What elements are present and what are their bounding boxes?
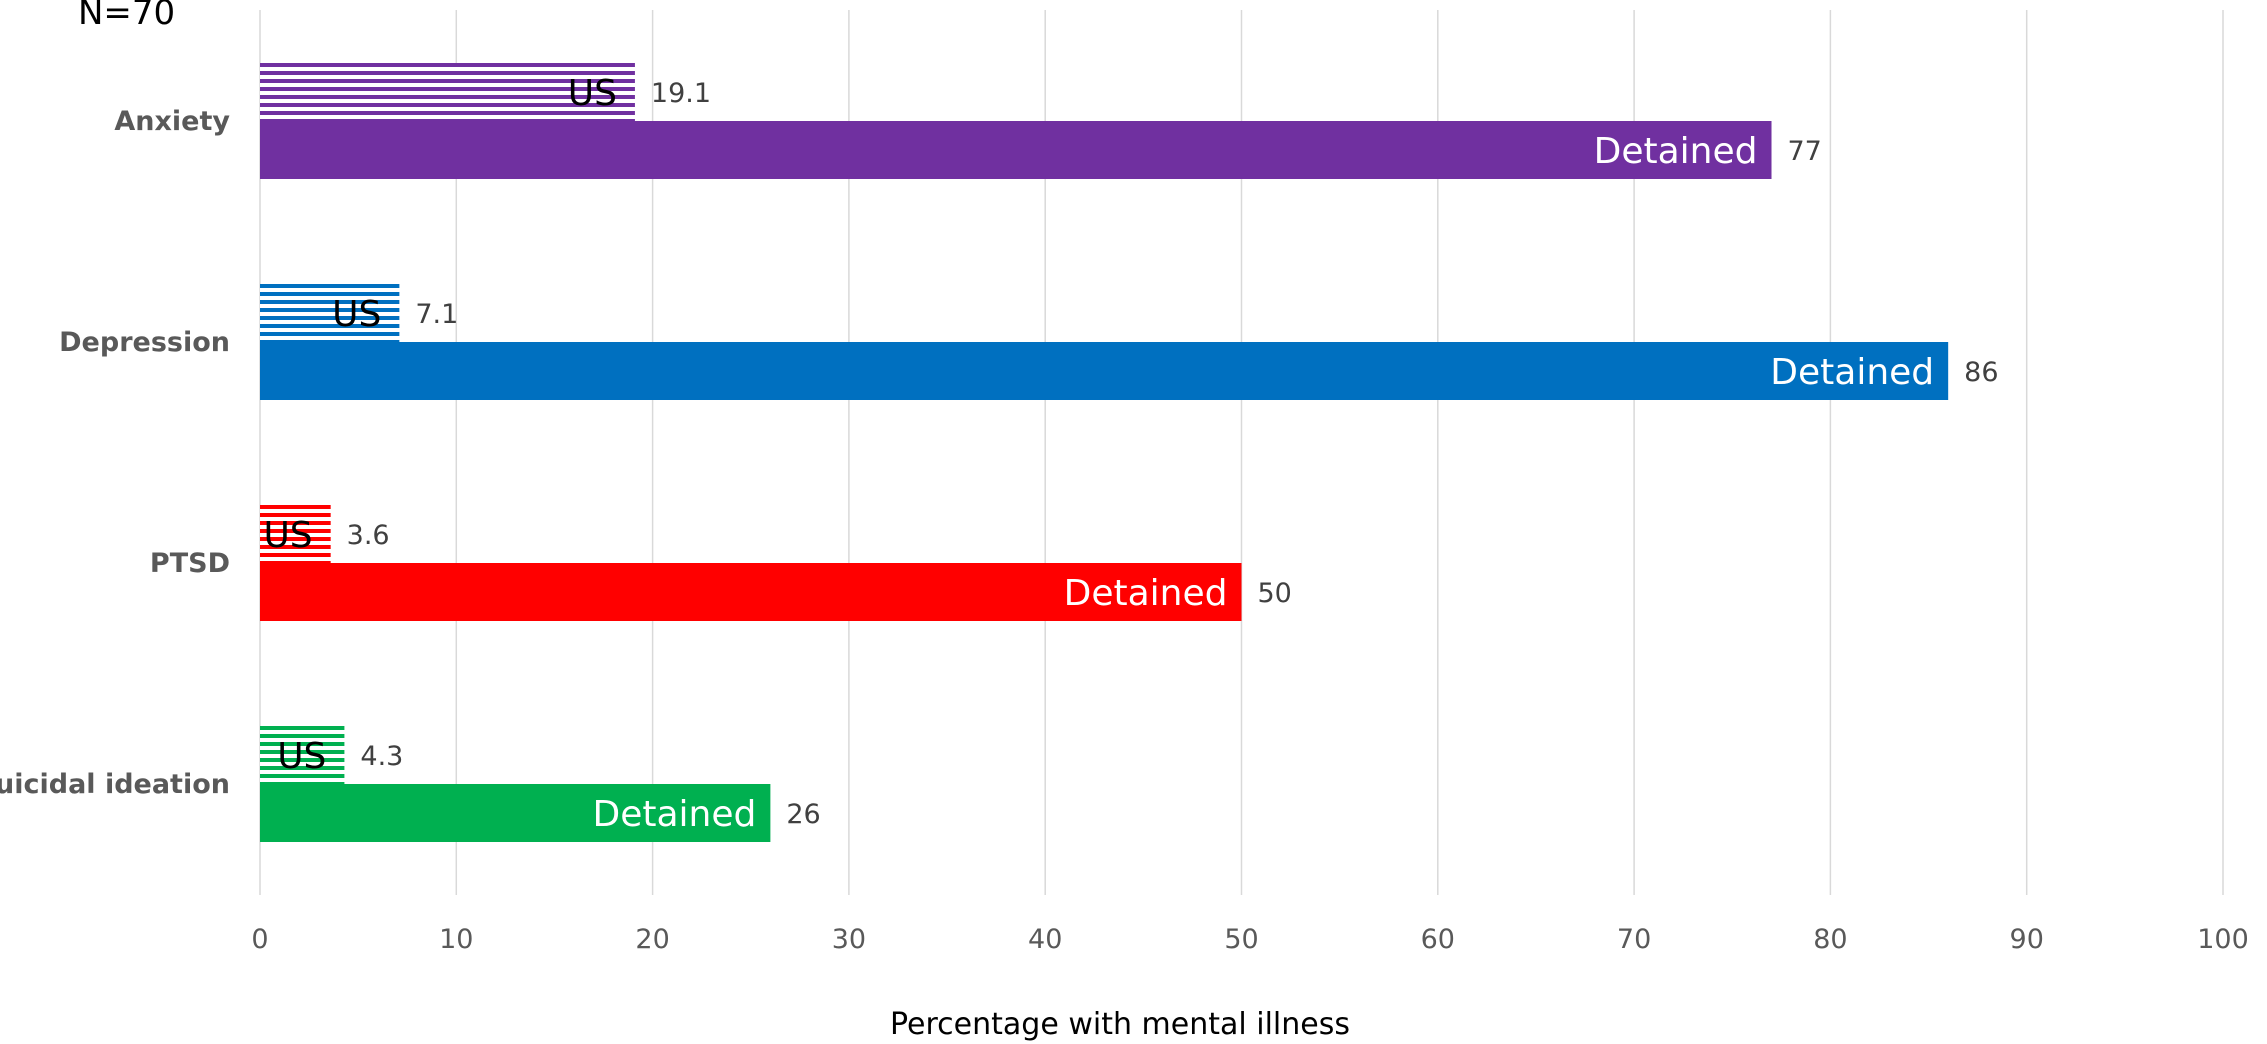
x-tick-label: 60 <box>1421 924 1455 955</box>
x-tick-label: 40 <box>1028 924 1062 955</box>
x-tick-label: 70 <box>1617 924 1651 955</box>
bar-detained <box>260 563 1242 621</box>
bars <box>260 63 1949 842</box>
bar-label-detained: Detained <box>1770 352 1934 393</box>
bar-us <box>260 284 400 342</box>
data-label-detained: 26 <box>786 799 820 830</box>
sample-size-annotation: N=70 <box>78 0 175 33</box>
bar-us <box>260 726 345 784</box>
bar-label-us: US <box>568 73 617 114</box>
category-label: Suicidal ideation <box>0 769 230 800</box>
x-tick-label: 100 <box>2197 924 2249 955</box>
x-tick-label: 30 <box>832 924 866 955</box>
bar-label-detained: Detained <box>593 794 757 835</box>
bar-us <box>260 63 635 121</box>
bar-label-us: US <box>332 294 381 335</box>
data-label-us: 3.6 <box>347 520 390 551</box>
x-axis-title: Percentage with mental illness <box>890 1007 1350 1042</box>
x-tick-label: 90 <box>2010 924 2044 955</box>
labels: 0 10 20 30 40 50 60 70 80 90 100 Anxiety US 19.1 Detai… <box>0 73 2249 955</box>
category-label: PTSD <box>150 548 230 579</box>
bar-detained <box>260 121 1772 179</box>
bar-label-detained: Detained <box>1064 573 1228 614</box>
data-label-detained: 86 <box>1964 357 1998 388</box>
data-label-detained: 50 <box>1258 578 1292 609</box>
bar-detained <box>260 784 771 842</box>
bar-label-detained: Detained <box>1594 131 1758 172</box>
bar-label-us: US <box>263 515 312 556</box>
x-tick-label: 50 <box>1224 924 1258 955</box>
data-label-us: 7.1 <box>415 299 458 330</box>
data-label-us: 4.3 <box>360 741 403 772</box>
data-label-us: 19.1 <box>651 78 711 109</box>
bar-label-us: US <box>277 736 326 777</box>
x-tick-label: 80 <box>1813 924 1847 955</box>
data-label-detained: 77 <box>1788 136 1822 167</box>
x-tick-label: 0 <box>251 924 268 955</box>
bar-detained <box>260 342 1949 400</box>
category-label: Anxiety <box>114 106 230 137</box>
x-tick-label: 10 <box>439 924 473 955</box>
bar-us <box>260 505 331 563</box>
category-label: Depression <box>59 327 230 358</box>
x-tick-label: 20 <box>635 924 669 955</box>
